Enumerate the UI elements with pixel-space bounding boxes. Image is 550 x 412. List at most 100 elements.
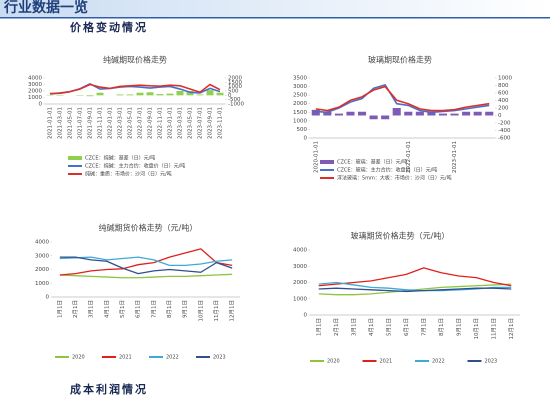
x-tick-label: 4月1日 bbox=[103, 300, 110, 318]
y2-tick-label: 0 bbox=[498, 113, 502, 119]
y2-tick-label: 1000 bbox=[228, 84, 242, 90]
x-tick-label: 2023-07-01 bbox=[198, 107, 204, 139]
x-tick-label: 12月1日 bbox=[508, 318, 515, 340]
x-tick-label: 2022-01-01 bbox=[108, 107, 114, 139]
x-tick-label: 2022-09-01 bbox=[148, 107, 154, 139]
x-tick-label: 2022-01-01 bbox=[406, 141, 412, 173]
y-tick-label: 1500 bbox=[293, 110, 307, 116]
x-tick-label: 2023-03-01 bbox=[178, 107, 184, 139]
section-heading: 价格变动情况 bbox=[70, 20, 148, 34]
y-tick-label: 1000 bbox=[28, 95, 42, 101]
x-tick-label: 5月1日 bbox=[119, 300, 126, 318]
bar bbox=[96, 92, 104, 96]
legend-label: 2021 bbox=[119, 355, 132, 361]
y2-tick-label: -500 bbox=[228, 97, 241, 103]
legend-label: 2022 bbox=[432, 359, 445, 365]
legend-label: 2021 bbox=[380, 359, 393, 365]
x-tick-label: 3月1日 bbox=[88, 300, 95, 318]
bar bbox=[196, 94, 204, 96]
legend-label: CZCE：纯碱：主力合约：收盘价（日）元/吨 bbox=[85, 163, 185, 170]
header-rule bbox=[0, 17, 550, 19]
x-tick-label: 2023-09-01 bbox=[208, 107, 214, 139]
bar bbox=[156, 94, 164, 96]
x-tick-label: 2020-01-01 bbox=[313, 141, 319, 173]
bar bbox=[438, 113, 448, 116]
legend-label: 浮法玻璃：5mm：大板：市场价：沙河（日）元/吨 bbox=[337, 175, 452, 182]
x-tick-label: 5月1日 bbox=[385, 318, 392, 336]
bar bbox=[427, 111, 436, 116]
y2-tick-label: -200 bbox=[498, 121, 511, 127]
line bbox=[49, 83, 221, 95]
x-tick-label: 2月1日 bbox=[72, 300, 79, 318]
x-tick-label: 2022-07-01 bbox=[138, 107, 144, 139]
y-tick-label: 2000 bbox=[293, 101, 307, 107]
x-tick-label: 2023-01-01 bbox=[168, 107, 174, 139]
y2-tick-label: 200 bbox=[498, 106, 509, 112]
x-tick-label: 2023-11-01 bbox=[218, 107, 224, 139]
bar bbox=[311, 109, 320, 116]
bar bbox=[346, 111, 355, 116]
bar bbox=[473, 111, 482, 116]
y-tick-label: 500 bbox=[297, 127, 308, 133]
y2-tick-label: 500 bbox=[228, 89, 239, 95]
y-tick-label: 0 bbox=[304, 313, 308, 319]
bar bbox=[334, 113, 343, 116]
bar bbox=[126, 94, 134, 96]
chart-title: 玻璃期现价格走势 bbox=[368, 55, 432, 65]
bar bbox=[136, 92, 144, 96]
x-tick-label: 2021-03-01 bbox=[58, 107, 64, 139]
line bbox=[59, 256, 233, 275]
bar bbox=[404, 111, 413, 116]
legend-label: 2020 bbox=[72, 355, 85, 361]
bar bbox=[146, 92, 154, 96]
x-tick-label: 7月1日 bbox=[420, 318, 427, 336]
line bbox=[59, 273, 233, 279]
x-tick-label: 1月1日 bbox=[315, 318, 322, 336]
x-tick-label: 2021-09-01 bbox=[88, 107, 94, 139]
header-title: 行业数据一览 bbox=[3, 0, 88, 16]
legend-swatch bbox=[320, 160, 334, 164]
x-tick-label: 11月1日 bbox=[213, 300, 220, 322]
legend-label: CZCE：玻璃：基差（日）元/吨 bbox=[337, 159, 407, 166]
x-tick-label: 2022-03-01 bbox=[118, 107, 124, 139]
x-tick-label: 2021-05-01 bbox=[68, 107, 74, 139]
y-tick-label: 2000 bbox=[293, 280, 307, 286]
legend-label: 2023 bbox=[213, 355, 226, 361]
y-tick-label: 3000 bbox=[293, 264, 307, 270]
y-tick-label: 0 bbox=[304, 136, 308, 142]
line bbox=[318, 283, 512, 296]
x-tick-label: 2021-07-01 bbox=[78, 107, 84, 139]
bar bbox=[176, 91, 184, 96]
x-tick-label: 2021-01-01 bbox=[48, 107, 54, 139]
bar bbox=[166, 93, 174, 96]
x-tick-label: 9月1日 bbox=[182, 300, 189, 318]
bar bbox=[116, 94, 124, 96]
x-tick-label: 10月1日 bbox=[473, 318, 480, 340]
x-tick-label: 2023-01-01 bbox=[452, 141, 458, 173]
x-tick-label: 10月1日 bbox=[197, 300, 204, 322]
legend-label: 纯碱：重质：市场价：沙河（日）元/吨 bbox=[85, 171, 172, 178]
y-tick-label: 2000 bbox=[35, 267, 49, 273]
y2-tick-label: 600 bbox=[498, 91, 509, 97]
y2-tick-label: -400 bbox=[498, 128, 511, 134]
bar bbox=[381, 115, 390, 120]
bar bbox=[216, 92, 224, 96]
y2-tick-label: 400 bbox=[498, 98, 509, 104]
x-tick-label: 2022-11-01 bbox=[158, 107, 164, 139]
x-tick-label: 6月1日 bbox=[403, 318, 410, 336]
line bbox=[59, 248, 233, 276]
legend-swatch bbox=[68, 156, 82, 160]
x-tick-label: 7月1日 bbox=[150, 300, 157, 318]
y-tick-label: 2500 bbox=[293, 93, 307, 99]
y-tick-label: 4000 bbox=[35, 240, 49, 246]
x-tick-label: 2023-05-01 bbox=[188, 107, 194, 139]
x-tick-label: 1月1日 bbox=[56, 300, 63, 318]
y2-tick-label: -600 bbox=[498, 136, 511, 142]
legend-label: CZCE：纯碱：基差（日）元/吨 bbox=[85, 155, 155, 162]
legend-label: 2020 bbox=[327, 359, 340, 365]
x-tick-label: 3月1日 bbox=[350, 318, 357, 336]
y-tick-label: 3000 bbox=[35, 253, 49, 259]
y-tick-label: 3000 bbox=[293, 84, 307, 90]
legend-label: CZCE：玻璃：主力合约：收盘价（日）元/吨 bbox=[337, 167, 437, 174]
bar bbox=[415, 111, 424, 116]
